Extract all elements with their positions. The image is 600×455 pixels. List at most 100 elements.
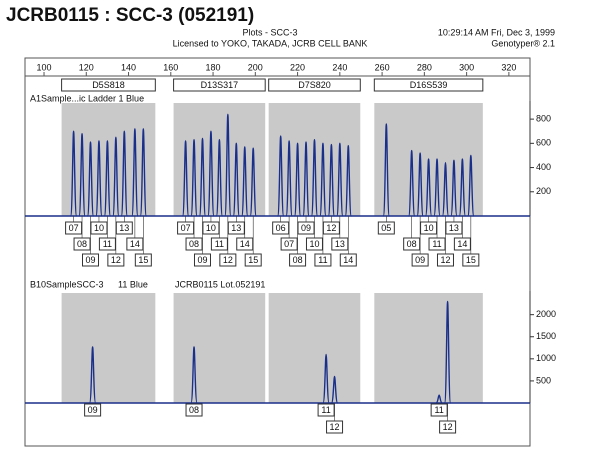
allele-box [453,237,471,251]
time: 10:29:14 AM Fri, Dec 3, 1999 [438,27,555,37]
x-tick-label: 180 [206,62,221,72]
allele-box [314,253,332,267]
allele-label: 12 [223,255,233,265]
allele-box [177,221,195,235]
allele-box [439,420,457,434]
allele-label: 14 [240,239,250,249]
allele-label: 13 [449,223,459,233]
allele-box [430,403,448,417]
panel-label: 11 Blue [118,279,148,289]
x-tick-label: 280 [417,62,432,72]
allele-label: 13 [231,223,241,233]
x-tick-label: 100 [37,62,52,72]
peak [285,140,293,217]
peak [450,159,458,217]
allele-box [236,237,254,251]
peak [131,128,139,217]
x-tick-label: 200 [248,62,263,72]
allele-box [428,237,446,251]
app-name: Genotyper® 2.1 [491,38,555,48]
allele-box [98,237,116,251]
peak [310,138,319,217]
allele-label: 15 [248,255,258,265]
allele-box [202,221,220,235]
allele-label: 08 [293,255,303,265]
marker-name: D16S539 [410,80,448,90]
peak [424,158,433,217]
allele-box [377,221,395,235]
allele-box [322,221,340,235]
allele-label: 10 [309,239,319,249]
allele-label: 05 [381,223,391,233]
allele-label: 11 [321,405,330,415]
peak [336,142,344,217]
peak [198,137,207,217]
peak [441,162,450,217]
allele-box [411,253,429,267]
allele-box [305,237,323,251]
peak [232,142,240,217]
marker-box [268,78,361,92]
allele-box [244,253,262,267]
marker-region [268,293,361,403]
allele-box [115,221,133,235]
peak [241,146,249,217]
allele-box [326,420,344,434]
title: JCRB0115 : SCC-3 (052191) [6,5,254,26]
allele-box [331,237,349,251]
allele-label: 06 [276,223,286,233]
allele-box [289,253,307,267]
peak [69,130,78,217]
allele-box [82,253,100,267]
allele-label: 09 [197,255,207,265]
allele-label: 12 [440,255,450,265]
allele-label: 14 [130,239,140,249]
x-tick-label: 120 [79,62,94,72]
marker-name: D7S820 [298,80,331,90]
allele-label: 10 [94,223,104,233]
y-tick-label: 600 [536,138,551,148]
allele-label: 15 [466,255,476,265]
y-tick-label: 2000 [536,309,556,319]
allele-box [227,221,245,235]
panel-label: B10SampleSCC-3 [30,279,104,289]
panel-label: JCRB0115 Lot.052191 [175,279,265,289]
peak [467,154,475,217]
allele-label: 12 [111,255,121,265]
allele-label: 07 [181,223,191,233]
y-tick-label: 800 [536,113,551,123]
peak [416,152,424,217]
peak [112,136,120,217]
allele-box [210,237,228,251]
allele-box [219,253,237,267]
allele-box [420,221,438,235]
marker-region [173,103,266,216]
allele-label: 13 [335,239,345,249]
allele-label: 08 [189,239,199,249]
allele-box [297,221,315,235]
allele-label: 15 [138,255,148,265]
allele-label: 11 [434,405,443,415]
y-tick-label: 200 [536,186,551,196]
allele-box [462,253,480,267]
x-tick-label: 160 [163,62,178,72]
peak [327,143,336,217]
peak [78,132,86,217]
allele-box [185,237,203,251]
y-tick-label: 500 [536,375,551,385]
marker-box [61,78,156,92]
allele-label: 14 [343,255,353,265]
peak [88,346,97,404]
peak [322,353,330,404]
peak [458,158,467,217]
allele-label: 09 [415,255,425,265]
peak [330,375,339,404]
allele-label: 10 [206,223,216,233]
peak [293,142,302,217]
allele-box [193,253,211,267]
license: Licensed to YOKO, TAKADA, JCRB CELL BANK [173,38,368,48]
x-tick-label: 260 [375,62,390,72]
peak [139,128,148,217]
allele-label: 08 [407,239,417,249]
plots-label: Plots - SCC-3 [242,27,297,37]
